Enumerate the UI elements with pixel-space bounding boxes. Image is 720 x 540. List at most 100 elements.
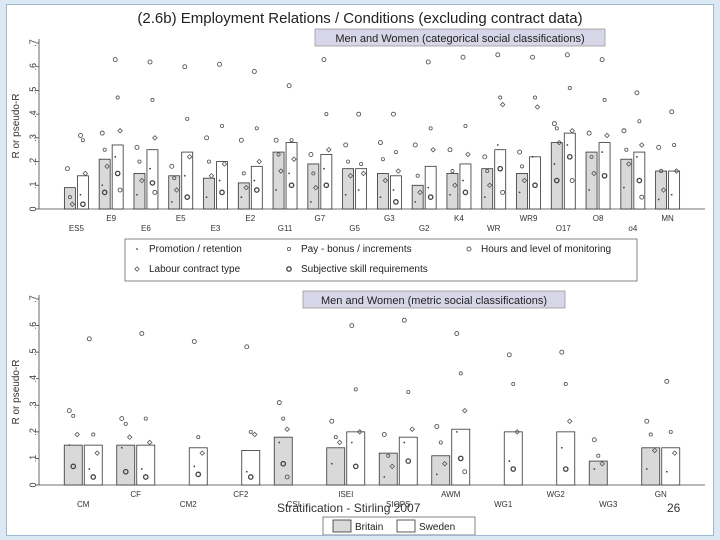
bar-sweden-e5 <box>181 151 194 210</box>
bar-britain-o17 <box>550 142 563 210</box>
bar-sweden-wr <box>494 149 507 210</box>
x-tick-label-cf2: CF2 <box>233 490 249 499</box>
point-sweden-e5 <box>182 64 188 70</box>
point-sweden-e9 <box>114 155 117 158</box>
point-sweden-e9 <box>117 187 123 193</box>
point-britain-awm <box>438 440 443 445</box>
point-britain-siops <box>386 453 391 458</box>
point-sweden-cf <box>142 474 149 480</box>
point-sweden-cm <box>86 336 92 342</box>
point-sweden-o8 <box>599 57 605 63</box>
point-sweden-g2 <box>427 194 434 200</box>
point-sweden-cf <box>146 439 153 446</box>
point-sweden-g2 <box>427 186 430 189</box>
point-sweden-wr <box>499 101 506 108</box>
y-axis-label: R or pseudo-R <box>11 359 22 424</box>
point-britain-e6 <box>137 159 142 164</box>
bar-sweden-es5 <box>76 175 89 210</box>
point-sweden-cm <box>88 468 91 470</box>
bar-sweden-e6 <box>146 149 159 210</box>
point-britain-siops <box>389 463 395 470</box>
point-britain-awm <box>441 460 448 467</box>
point-britain-csi <box>276 400 282 406</box>
point-sweden-cf <box>140 468 143 470</box>
point-sweden-mn <box>670 193 673 196</box>
bar-britain-k4 <box>446 173 459 210</box>
point-sweden-awm <box>457 455 464 462</box>
point-britain-e5 <box>173 187 180 193</box>
point-sweden-wg1 <box>514 429 520 435</box>
point-britain-g5 <box>347 173 354 179</box>
bar-sweden-siops <box>398 436 418 486</box>
bar-britain-e9 <box>98 158 111 210</box>
point-britain-gn <box>651 447 658 454</box>
point-sweden-awm <box>461 407 468 414</box>
point-britain-g5 <box>343 142 349 148</box>
point-sweden-k4 <box>462 189 469 196</box>
point-sweden-k4 <box>460 54 466 60</box>
y-tick-label: .5 <box>28 348 38 356</box>
point-britain-e2 <box>243 184 249 191</box>
bar-britain-e6 <box>133 173 146 210</box>
point-sweden-es5 <box>78 133 83 138</box>
x-tick-label-gn: GN <box>655 490 667 499</box>
point-sweden-wg2 <box>563 382 568 387</box>
point-britain-gn <box>648 432 653 437</box>
bar-sweden-e9 <box>111 144 124 210</box>
x-tick-label-cm2: CM2 <box>180 500 197 509</box>
point-britain-e5 <box>169 163 175 169</box>
point-britain-o4 <box>621 128 627 134</box>
legend-label-hours-and-level-of-monitoring: Hours and level of monitoring <box>481 244 611 255</box>
point-sweden-e9 <box>117 127 123 134</box>
point-sweden-cf <box>143 416 148 421</box>
point-britain-e6 <box>136 193 138 196</box>
y-tick-label: .6 <box>28 63 38 71</box>
y-tick-label: .7 <box>28 39 38 47</box>
point-sweden-e6 <box>147 59 153 65</box>
point-britain-o17 <box>553 177 560 184</box>
point-britain-o4 <box>624 147 629 152</box>
chart-title-box <box>314 28 606 47</box>
point-britain-g11 <box>278 168 284 174</box>
x-tick-label-wg3: WG3 <box>599 500 618 509</box>
point-britain-e2 <box>241 171 246 176</box>
y-tick-label: .5 <box>28 87 38 95</box>
point-britain-wr9 <box>520 164 525 169</box>
point-sweden-wg1 <box>510 466 517 472</box>
point-britain-mn <box>657 198 660 201</box>
point-britain-wr <box>483 196 486 199</box>
point-britain-isei <box>336 439 343 446</box>
point-sweden-awm <box>454 331 460 336</box>
x-tick-label-cf: CF <box>130 490 141 499</box>
point-britain-wr <box>482 154 488 160</box>
point-sweden-awm <box>458 371 463 376</box>
point-sweden-g3 <box>393 199 399 205</box>
point-britain-g5 <box>344 193 347 196</box>
y-tick-label: .3 <box>28 402 38 410</box>
point-sweden-es5 <box>80 138 85 143</box>
point-sweden-gn <box>665 470 668 473</box>
point-sweden-wr <box>497 165 504 172</box>
point-sweden-o17 <box>567 86 572 91</box>
categorical-chart: Men and Women (categorical social classi… <box>11 28 705 282</box>
point-sweden-e5 <box>183 174 186 177</box>
point-britain-siops <box>381 432 387 437</box>
bar-sweden-g2 <box>424 165 437 210</box>
y-tick-label: 0 <box>28 206 38 211</box>
x-tick-label-g7: G7 <box>314 214 325 223</box>
point-sweden-e2 <box>253 179 256 182</box>
bar-sweden-isei <box>346 431 366 486</box>
point-sweden-g11 <box>289 138 294 143</box>
point-sweden-wr9 <box>530 54 536 60</box>
point-britain-g5 <box>346 159 351 164</box>
metric-chart: Men and Women (metric social classificat… <box>11 290 705 535</box>
point-britain-e9 <box>99 130 105 136</box>
point-britain-e3 <box>208 173 215 179</box>
legend-marker-labour-contract-type <box>134 266 140 272</box>
chart-title-box <box>302 290 566 309</box>
point-sweden-cm <box>90 474 97 480</box>
point-sweden-wr9 <box>532 182 538 189</box>
point-britain-es5 <box>69 201 76 208</box>
point-sweden-o17 <box>566 144 569 146</box>
point-sweden-wg2 <box>566 418 573 424</box>
